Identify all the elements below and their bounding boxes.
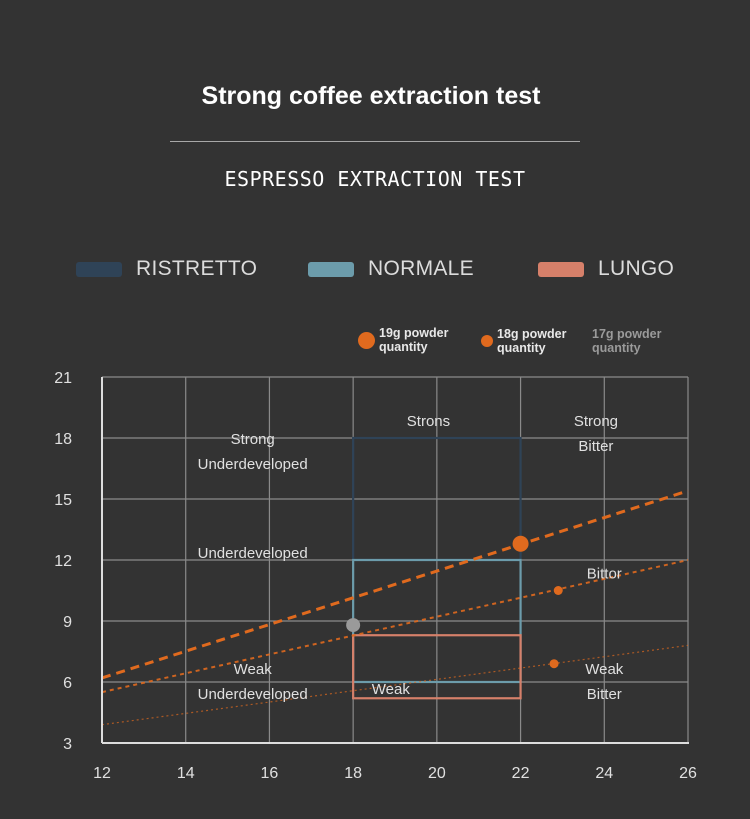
x-tick-label: 20 (428, 765, 446, 782)
chart-series (101, 489, 689, 726)
chart-subtitle: ESPRESSO EXTRACTION TEST (224, 167, 526, 191)
y-tick-label: 15 (54, 492, 72, 509)
y-tick-label: 6 (63, 675, 72, 692)
chart-markers (346, 535, 563, 669)
marker-3 (346, 618, 361, 633)
powder-label-18g: 18g powder quantity (497, 327, 566, 355)
chart-title: Strong coffee extraction test (201, 82, 541, 110)
zone-label: Weak (585, 661, 624, 678)
chart-zone-labels: Strong Underdeveloped Strons Strong Bitter Un… (198, 413, 624, 703)
y-tick-label: 21 (54, 370, 72, 387)
x-tick-label: 26 (679, 765, 697, 782)
zone-label: Underdeveloped (198, 686, 308, 703)
x-tick-label: 16 (261, 765, 279, 782)
legend-item-normale: NORMALE (308, 256, 474, 282)
legend-swatch-ristretto (76, 261, 122, 277)
powder-label-19g: 19g powder quantity (379, 326, 448, 354)
marker-1 (553, 586, 563, 595)
powder-label-19g-line1: 19g powder (379, 326, 449, 340)
x-tick-label: 14 (177, 765, 195, 782)
title-divider (170, 141, 580, 142)
marker-2 (549, 659, 559, 669)
zone-label: Bitter (587, 686, 622, 703)
chart-tick-labels: 12 14 16 18 20 22 24 26 3 6 9 12 15 18 21 (54, 370, 697, 782)
powder-label-17g: 17g powder quantity (592, 327, 661, 355)
x-tick-label: 12 (93, 765, 111, 782)
zone-label: Weak (234, 661, 273, 678)
zone-label: Weak (372, 681, 411, 698)
zone-label: Bittor (587, 565, 622, 582)
powder-label-17g-line2: quantity (592, 341, 641, 355)
powder-label-19g-line2: quantity (379, 340, 428, 354)
legend-swatch-normale (308, 261, 354, 277)
x-tick-label: 24 (595, 765, 613, 782)
powder-marker-large (358, 331, 375, 349)
x-tick-label: 18 (344, 765, 362, 782)
y-tick-label: 12 (54, 553, 72, 570)
x-tick-label: 22 (512, 765, 530, 782)
zone-label: Bitter (578, 438, 613, 455)
y-tick-label: 9 (63, 614, 72, 631)
chart-axes (101, 377, 689, 744)
zone-label: Strong (574, 413, 618, 430)
y-tick-label: 18 (54, 431, 72, 448)
legend-item-ristretto: RISTRETTO (76, 256, 257, 282)
legend-label-normale: NORMALE (368, 257, 474, 280)
powder-legend-17g: 17g powder quantity (592, 327, 661, 355)
powder-legend-18g: 18g powder quantity (481, 327, 566, 355)
y-tick-label: 3 (63, 736, 72, 753)
powder-marker-small (481, 335, 493, 347)
zone-label: Strong (231, 431, 275, 448)
region-lungo (352, 634, 522, 700)
zone-label: Strons (407, 413, 450, 430)
series-line-2 (101, 644, 689, 726)
zone-label: Underdeveloped (198, 545, 308, 562)
legend-swatch-lungo (538, 261, 584, 277)
marker-0 (512, 535, 529, 552)
powder-legend-19g: 19g powder quantity (358, 326, 448, 354)
series-line-0 (101, 489, 689, 680)
powder-label-18g-line1: 18g powder (497, 327, 567, 341)
legend-item-lungo: LUNGO (538, 256, 674, 282)
legend-label-ristretto: RISTRETTO (136, 257, 258, 280)
legend-label-lungo: LUNGO (598, 257, 675, 280)
zone-label: Underdeveloped (198, 456, 308, 473)
powder-label-17g-line1: 17g powder (592, 327, 662, 341)
powder-label-18g-line2: quantity (497, 341, 546, 355)
